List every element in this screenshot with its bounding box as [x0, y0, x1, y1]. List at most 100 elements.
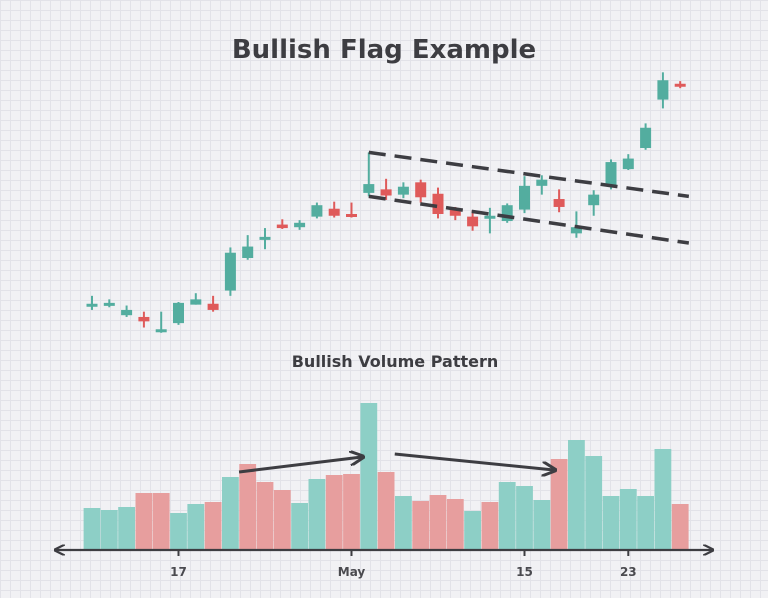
candle-body [242, 246, 254, 258]
candle-7 [190, 293, 202, 305]
candle-30 [588, 190, 600, 216]
candle-34 [657, 72, 669, 109]
volume-trend-arrows [238, 452, 554, 472]
candle-21 [432, 187, 444, 219]
candle-body [103, 302, 115, 306]
candle-body [501, 205, 513, 222]
candle-body [363, 184, 375, 193]
candle-body [536, 179, 548, 186]
volume-bar-2 [100, 510, 118, 550]
candle-body [519, 185, 530, 210]
candle-4 [138, 311, 150, 328]
volume-bar-25 [498, 482, 516, 550]
volume-bar-31 [602, 496, 620, 550]
candle-body [155, 329, 167, 333]
volume-bar-28 [550, 459, 568, 550]
chart-title: Bullish Flag Example [232, 35, 536, 65]
candle-25 [501, 203, 513, 223]
candle-body [449, 209, 461, 216]
candle-body [432, 193, 444, 214]
x-tick-label: 23 [620, 565, 637, 579]
volume-bar-3 [118, 507, 135, 550]
candle-body [190, 299, 202, 305]
candle-body [259, 236, 271, 240]
candle-13 [294, 220, 306, 230]
volume-chart-title: Bullish Volume Pattern [292, 352, 499, 371]
candle-18 [380, 178, 392, 200]
candle-body [570, 227, 582, 234]
volume-bar-30 [585, 456, 603, 550]
candle-body [553, 199, 565, 207]
candle-body [622, 158, 634, 170]
candle-32 [622, 154, 634, 170]
volume-bar-33 [637, 496, 654, 550]
candle-body [605, 162, 617, 186]
volume-arrow-2 [394, 452, 554, 470]
candle-body [467, 216, 479, 227]
candle-16 [346, 202, 357, 218]
volume-bar-5 [152, 493, 170, 550]
candle-body [224, 252, 236, 291]
candle-20 [415, 179, 427, 203]
candle-15 [328, 201, 340, 218]
volume-bar-23 [464, 511, 481, 550]
x-tick-label: 15 [516, 565, 533, 579]
volume-bar-13 [291, 503, 308, 550]
candle-body [121, 309, 133, 316]
candle-26 [519, 176, 530, 214]
candle-body [415, 182, 427, 198]
volume-bar-11 [256, 482, 274, 550]
volume-bar-35 [671, 504, 689, 550]
volume-bar-4 [135, 493, 153, 550]
volume-bar-24 [481, 502, 499, 550]
x-tick-label: 17 [170, 565, 187, 579]
candle-body [328, 208, 340, 216]
candle-body [397, 186, 409, 195]
volume-bar-29 [568, 440, 585, 550]
candle-body [674, 83, 686, 87]
candle-body [311, 205, 323, 217]
volume-bar-18 [377, 472, 395, 550]
candle-2 [103, 299, 115, 308]
candle-12 [276, 219, 288, 229]
x-axis: 17 May 15 23 [56, 550, 712, 579]
candle-body [86, 303, 98, 307]
candle-19 [397, 182, 409, 199]
candle-11 [259, 228, 271, 250]
candle-6 [173, 302, 184, 325]
candle-body [276, 224, 288, 229]
volume-bar-34 [654, 449, 672, 550]
volume-bar-6 [170, 513, 187, 550]
volume-bar-27 [533, 500, 551, 550]
volume-bar-15 [325, 475, 343, 550]
candle-17 [363, 152, 375, 197]
candle-27 [536, 175, 548, 195]
volume-bar-16 [343, 474, 360, 550]
volume-bar-1 [83, 508, 101, 550]
candle-body [207, 303, 219, 310]
volume-bar-22 [446, 499, 464, 550]
candle-9 [224, 247, 236, 296]
volume-bar-32 [619, 489, 637, 550]
candle-29 [570, 211, 582, 238]
candle-3 [121, 305, 133, 317]
candlestick-series [86, 72, 686, 333]
volume-bars [83, 403, 689, 550]
volume-bar-21 [429, 495, 447, 550]
candle-body [173, 302, 184, 324]
candle-24 [484, 207, 496, 234]
candle-14 [311, 202, 323, 219]
volume-bar-14 [308, 479, 326, 550]
volume-bar-9 [222, 477, 239, 550]
lower-trendline [368, 194, 690, 245]
candle-body [294, 222, 306, 228]
volume-bar-26 [516, 486, 533, 550]
candle-23 [467, 210, 479, 231]
candle-28 [553, 189, 565, 213]
volume-bar-7 [187, 504, 205, 550]
volume-bar-10 [239, 464, 257, 550]
candle-body [640, 127, 652, 148]
flag-trendlines [368, 150, 690, 245]
upper-trendline [368, 150, 690, 199]
